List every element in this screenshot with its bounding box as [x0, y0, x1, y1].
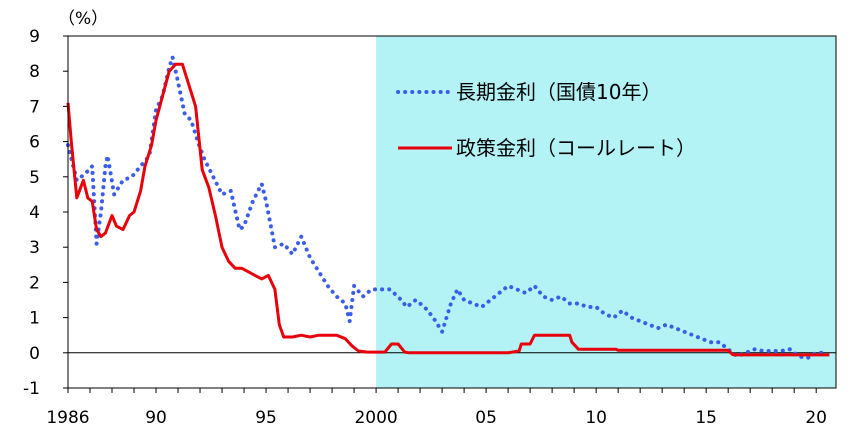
y-tick-label: 9	[29, 27, 40, 47]
x-tick-label: 2000	[354, 408, 397, 428]
series-line-2	[66, 62, 830, 357]
y-tick-label: -1	[23, 379, 40, 399]
y-tick-label: 0	[29, 344, 40, 364]
y-tick-label: 2	[29, 273, 40, 293]
x-tick-label: 90	[145, 408, 167, 428]
y-tick-label: 8	[29, 62, 40, 82]
y-tick-label: 7	[29, 97, 40, 117]
legend: 長期金利（国債10年） 政策金利（コールレート）	[396, 80, 696, 160]
y-tick-label: 3	[29, 238, 40, 258]
y-tick-label: 4	[29, 203, 40, 223]
series-layer	[66, 55, 830, 361]
legend-label-2: 政策金利（コールレート）	[456, 136, 696, 160]
x-tick-label: 95	[255, 408, 277, 428]
x-tick-label: 15	[695, 408, 717, 428]
y-unit-label: （%）	[58, 9, 108, 29]
y-tick-label: 6	[29, 133, 40, 153]
x-tick-label: 10	[585, 408, 607, 428]
series-line-1	[66, 55, 827, 361]
shaded-region	[376, 36, 836, 388]
legend-label-1: 長期金利（国債10年）	[456, 80, 661, 104]
plot-frame-layer	[67, 35, 837, 389]
x-tick-label: 1986	[46, 408, 89, 428]
plot-frame	[67, 35, 837, 389]
y-tick-label: 1	[29, 309, 40, 329]
x-tick-label: 05	[475, 408, 497, 428]
x-tick-label: 20	[805, 408, 827, 428]
y-tick-label: 5	[29, 168, 40, 188]
shaded-region-layer	[376, 36, 836, 388]
